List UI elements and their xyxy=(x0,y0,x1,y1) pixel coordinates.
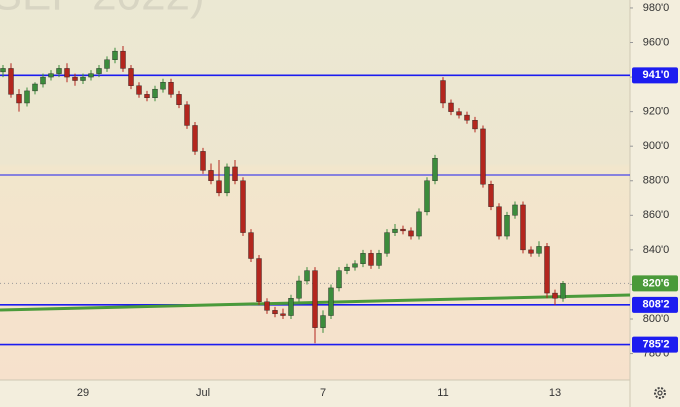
candle-body xyxy=(296,280,302,299)
candle-body xyxy=(48,73,54,78)
candle-body xyxy=(112,50,118,60)
y-tick-label: 900'0 xyxy=(643,140,670,152)
candle-body xyxy=(440,80,446,104)
candle-body xyxy=(288,298,294,316)
candle-body xyxy=(248,232,254,259)
candle-body xyxy=(344,266,350,271)
candle-body xyxy=(512,204,518,216)
candle-body xyxy=(552,292,558,299)
candle-body xyxy=(472,120,478,130)
x-tick-label: 13 xyxy=(549,387,561,399)
candle-body xyxy=(528,249,534,254)
last-price-label: 820'6 xyxy=(642,277,669,289)
candle-body xyxy=(192,125,198,152)
y-tick-label: 800'0 xyxy=(643,313,670,325)
candle-body xyxy=(320,315,326,328)
candle-body xyxy=(360,253,366,264)
candle-body xyxy=(16,94,22,104)
level-label: 808'2 xyxy=(642,299,669,311)
candle-body xyxy=(144,94,150,99)
last-price-box xyxy=(632,275,678,292)
candle-body xyxy=(520,204,526,251)
candle-body xyxy=(96,68,102,74)
candle-body xyxy=(488,184,494,207)
settings-icon[interactable] xyxy=(654,387,666,399)
candle-body xyxy=(464,114,470,121)
level-label-box xyxy=(632,67,678,84)
candle-body xyxy=(432,158,438,181)
candle-body xyxy=(0,68,6,73)
x-tick-label: 7 xyxy=(320,387,326,399)
candle-body xyxy=(376,253,382,266)
candle-body xyxy=(384,232,390,254)
candle-body xyxy=(88,73,94,78)
level-label-box xyxy=(632,336,678,353)
candle-body xyxy=(456,111,462,116)
candle-body xyxy=(24,90,30,104)
y-tick-label: 920'0 xyxy=(643,106,670,118)
candle-body xyxy=(32,83,38,92)
candle-body xyxy=(176,94,182,105)
candle-body xyxy=(168,82,174,95)
candle-body xyxy=(184,104,190,126)
candle-body xyxy=(200,151,206,171)
candle-body xyxy=(80,76,86,81)
candle-body xyxy=(8,68,14,95)
candle-body xyxy=(424,180,430,213)
candle-body xyxy=(400,228,406,232)
candle-body xyxy=(72,76,78,81)
candle-body xyxy=(416,211,422,237)
y-tick-label: 960'0 xyxy=(643,36,670,48)
x-axis-panel xyxy=(0,380,630,407)
x-tick-label: 29 xyxy=(77,387,89,399)
candle-body xyxy=(392,228,398,233)
x-tick-label: Jul xyxy=(196,387,210,399)
candle-body xyxy=(408,230,414,237)
candle-body xyxy=(336,270,342,289)
candle-body xyxy=(56,68,62,74)
level-label-box xyxy=(632,296,678,313)
candle-body xyxy=(304,270,310,282)
candle-body xyxy=(128,68,134,86)
y-tick-label: 860'0 xyxy=(643,209,670,221)
candle-body xyxy=(216,180,222,194)
candle-body xyxy=(120,50,126,69)
y-tick-label: 980'0 xyxy=(643,2,670,14)
candle-body xyxy=(328,287,334,316)
candle-body xyxy=(352,263,358,268)
candle-body xyxy=(280,313,286,316)
level-label: 785'2 xyxy=(642,338,669,350)
candle-body xyxy=(480,128,486,185)
candle-body xyxy=(504,215,510,237)
candle-body xyxy=(312,270,318,328)
candle-body xyxy=(152,88,158,99)
candle-body xyxy=(64,68,70,78)
level-label: 941'0 xyxy=(642,69,669,81)
candle-body xyxy=(232,166,238,181)
y-tick-label: 880'0 xyxy=(643,175,670,187)
candle-body xyxy=(448,102,454,112)
candle-body xyxy=(264,301,270,311)
candle-body xyxy=(544,246,550,294)
candle-body xyxy=(240,180,246,233)
candle-body xyxy=(224,166,230,194)
candle-body xyxy=(272,310,278,315)
candle-body xyxy=(208,170,214,181)
candle-body xyxy=(104,59,110,69)
candle-body xyxy=(368,253,374,266)
candle-body xyxy=(136,85,142,95)
y-tick-label: 840'0 xyxy=(643,244,670,256)
candle-body xyxy=(560,283,566,299)
candle-body xyxy=(160,82,166,90)
x-tick-label: 11 xyxy=(437,387,448,399)
gear[interactable] xyxy=(654,387,666,399)
candle-body xyxy=(40,76,46,85)
watermark: (SEP 2022) xyxy=(0,0,205,20)
candle-body xyxy=(496,206,502,237)
gear-center[interactable] xyxy=(657,390,663,396)
candle-body xyxy=(256,258,262,302)
candle-body xyxy=(536,246,542,254)
